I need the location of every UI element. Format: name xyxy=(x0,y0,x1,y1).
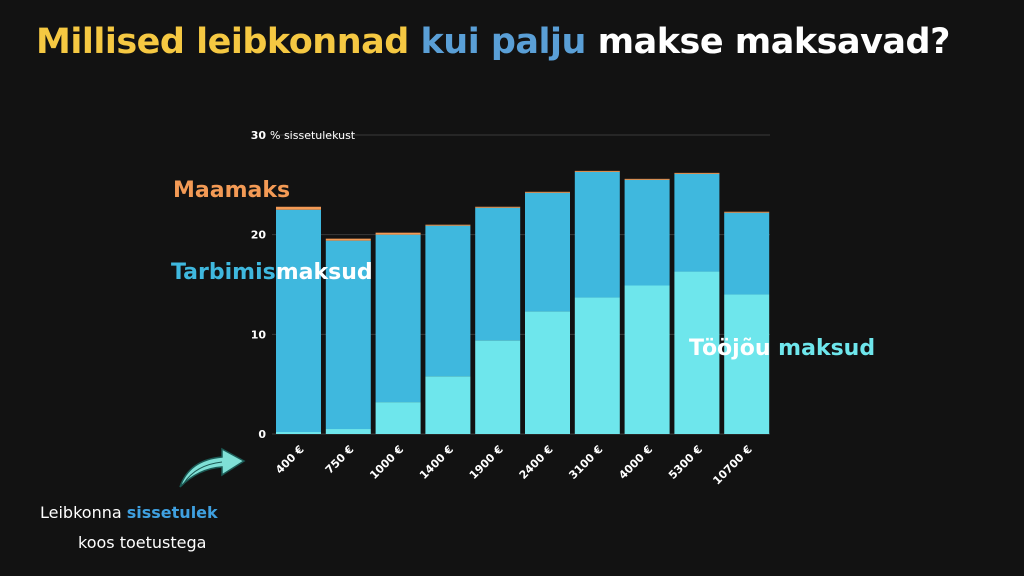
bar-segment-maamaks xyxy=(624,178,670,180)
y-tick-label: 30 xyxy=(251,129,267,142)
income-caption-highlight: sissetulek xyxy=(126,503,218,522)
bar-segment-maamaks xyxy=(525,191,570,193)
bar-segment-tarbimis xyxy=(475,207,521,341)
label-maamaks: Maamaks xyxy=(173,178,291,203)
income-caption: Leibkonna sissetulek koos toetustega xyxy=(40,498,218,558)
bar-segment-maamaks xyxy=(276,206,321,210)
x-tick-label: 5300 € xyxy=(666,443,705,482)
curved-arrow-icon xyxy=(179,447,246,488)
x-tick-label: 3100 € xyxy=(566,443,605,482)
bar-segment-toojou xyxy=(574,297,620,434)
title-part-1: Millised leibkonnad xyxy=(36,22,409,62)
bar-segment-toojou xyxy=(674,271,720,434)
bar-segment-maamaks xyxy=(674,172,720,174)
bar-segment-toojou xyxy=(325,429,371,434)
bar-segment-maamaks xyxy=(574,170,620,172)
bar-segment-toojou xyxy=(475,340,521,434)
x-axis-ticks: 400 € 750 € 1000 € 1400 € 1900 € 2400 € 3100 €… xyxy=(273,443,755,487)
x-tick-label: 750 € xyxy=(323,443,357,477)
label-tarbimis-part-1: Tarbimis xyxy=(171,260,276,285)
bar-segment-tarbimis xyxy=(724,212,770,295)
bar-segment-toojou xyxy=(276,432,321,434)
x-tick-label: 1400 € xyxy=(417,443,456,482)
bar-segment-tarbimis xyxy=(674,173,720,272)
income-caption-line-2: koos toetustega xyxy=(78,533,207,552)
bar-segment-toojou xyxy=(375,402,421,434)
x-tick-label: 4000 € xyxy=(616,443,655,482)
page-title: Millised leibkonnad kui palju makse maks… xyxy=(36,22,950,62)
label-tarbimis-part-2: maksud xyxy=(275,260,373,285)
bar-segment-maamaks xyxy=(325,238,371,241)
bar-segment-tarbimis xyxy=(624,179,670,286)
y-unit-label: % sissetulekust xyxy=(270,129,356,142)
income-caption-part-1: Leibkonna xyxy=(40,503,122,522)
bar-segment-tarbimis xyxy=(325,240,371,430)
x-tick-label: 1900 € xyxy=(467,443,506,482)
bar-segment-toojou xyxy=(624,285,670,434)
bar-segment-toojou xyxy=(425,376,471,434)
bar-segment-tarbimis xyxy=(375,234,421,403)
x-tick-label: 400 € xyxy=(273,443,307,477)
bar-segment-toojou xyxy=(525,311,570,434)
bar-segment-maamaks xyxy=(475,206,521,208)
label-toojou-part-2: maksud xyxy=(778,336,876,361)
y-tick-label: 0 xyxy=(258,428,266,441)
label-toojou-part-1: Tööjõu xyxy=(689,336,771,361)
label-tarbimismaksud: Tarbimismaksud xyxy=(171,260,373,285)
y-tick-label: 10 xyxy=(251,328,267,341)
x-tick-label: 10700 € xyxy=(710,443,754,487)
bar-segment-tarbimis xyxy=(574,171,620,298)
x-tick-label: 2400 € xyxy=(517,443,556,482)
bar-segment-tarbimis xyxy=(525,192,570,312)
bar-segment-maamaks xyxy=(425,224,471,226)
bars xyxy=(276,170,770,434)
bar-segment-maamaks xyxy=(724,211,770,213)
bar-segment-maamaks xyxy=(375,232,421,235)
y-tick-label: 20 xyxy=(251,229,267,242)
title-part-2: kui palju xyxy=(420,22,587,62)
bar-segment-tarbimis xyxy=(276,209,321,433)
bar-segment-toojou xyxy=(724,294,770,434)
label-toojou-maksud: Tööjõu maksud xyxy=(689,336,875,361)
x-tick-label: 1000 € xyxy=(367,443,406,482)
title-part-3: makse maksavad? xyxy=(597,22,951,62)
y-axis-ticks: 0 10 20 30% sissetulekust xyxy=(251,129,356,441)
bar-segment-tarbimis xyxy=(425,225,471,377)
